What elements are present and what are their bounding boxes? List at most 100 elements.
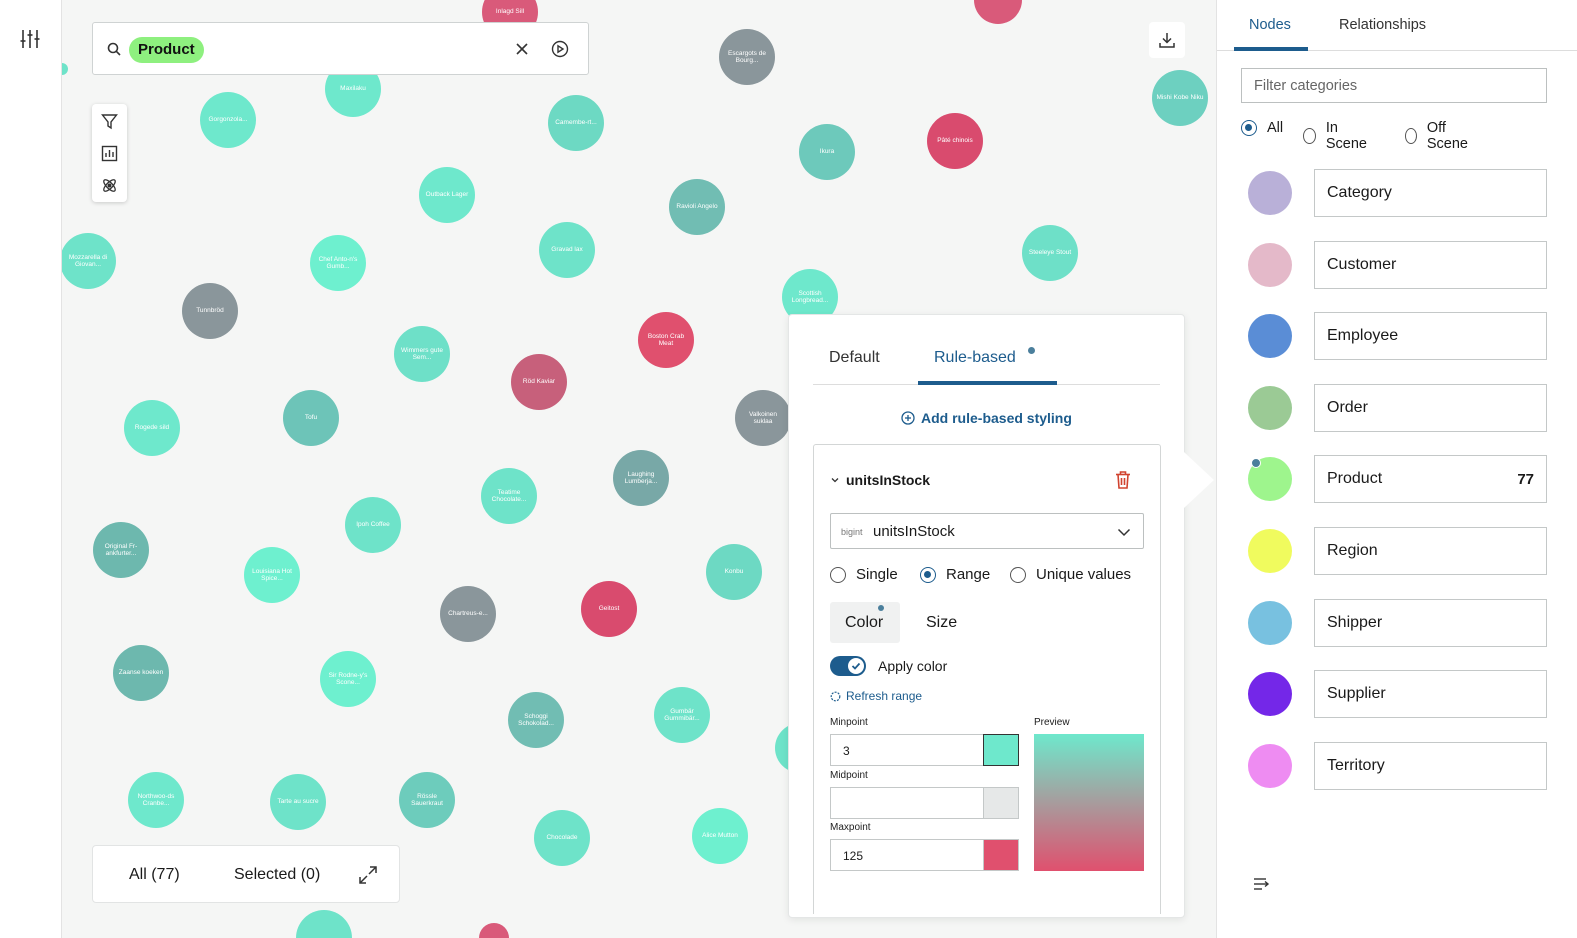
- filter-icon[interactable]: [101, 113, 118, 130]
- category-label-box[interactable]: Region: [1314, 527, 1547, 575]
- category-row[interactable]: Region: [1241, 527, 1547, 575]
- graph-node[interactable]: Geitost: [581, 581, 637, 637]
- refresh-range-button[interactable]: Refresh range: [830, 689, 922, 703]
- graph-node[interactable]: Ikura: [799, 124, 855, 180]
- category-row[interactable]: Shipper: [1241, 598, 1547, 647]
- graph-node[interactable]: Schoggi Schokolad...: [508, 692, 564, 748]
- all-count-button[interactable]: All (77): [129, 866, 180, 883]
- graph-node[interactable]: Tofu: [283, 390, 339, 446]
- graph-node[interactable]: Louisiana Hot Spice...: [244, 547, 300, 603]
- category-row[interactable]: Order: [1241, 383, 1547, 432]
- graph-node[interactable]: Alice Mutton: [692, 808, 748, 864]
- graph-node[interactable]: Ravioli Angelo: [669, 179, 725, 235]
- minpoint-input[interactable]: 3: [830, 734, 984, 766]
- category-label-box[interactable]: Category: [1314, 169, 1547, 217]
- graph-node[interactable]: Chef Anto-n's Gumb...: [310, 235, 366, 291]
- tab-relationships[interactable]: Relationships: [1339, 17, 1427, 33]
- selected-count-button[interactable]: Selected (0): [234, 866, 321, 883]
- graph-node[interactable]: Laughing Lumberja...: [613, 450, 669, 506]
- graph-node[interactable]: Chocolade: [534, 810, 590, 866]
- graph-node[interactable]: Zaanse koeken: [113, 645, 169, 701]
- sliders-icon[interactable]: [19, 28, 41, 50]
- category-row[interactable]: Territory: [1241, 741, 1547, 790]
- midpoint-color-swatch[interactable]: [983, 787, 1019, 819]
- category-label-box[interactable]: Shipper: [1314, 598, 1547, 647]
- graph-node[interactable]: Chartreus-e...: [440, 586, 496, 642]
- graph-node[interactable]: Röd Kaviar: [511, 354, 567, 410]
- tab-rule-based[interactable]: Rule-based: [934, 349, 1016, 366]
- graph-node[interactable]: Ipoh Coffee: [345, 497, 401, 553]
- graph-node[interactable]: Outback Lager: [419, 167, 475, 223]
- category-label-box[interactable]: Order: [1314, 383, 1547, 432]
- category-color-dot[interactable]: [1248, 600, 1292, 645]
- graph-node[interactable]: Mozzarella di Giovan...: [62, 233, 116, 289]
- graph-node[interactable]: Valkoinen suklaa: [735, 390, 791, 446]
- category-label-box[interactable]: Supplier: [1314, 670, 1547, 719]
- graph-canvas[interactable]: Inlagd Sill Escargots de Bourg... Maxilaku…: [62, 0, 1224, 938]
- graph-node[interactable]: Teatime Chocolate...: [481, 468, 537, 524]
- category-label-box[interactable]: Customer: [1314, 240, 1547, 289]
- maxpoint-input[interactable]: 125: [830, 839, 984, 871]
- category-color-dot[interactable]: [1248, 529, 1292, 573]
- property-select[interactable]: bigint unitsInStock: [830, 513, 1144, 549]
- category-color-dot[interactable]: [1248, 242, 1292, 287]
- scope-in-scene[interactable]: In Scene: [1303, 120, 1370, 152]
- search-chip[interactable]: Product: [129, 37, 204, 63]
- graph-node[interactable]: Tunnbröd: [182, 283, 238, 339]
- trash-icon[interactable]: [1114, 470, 1132, 490]
- atom-icon[interactable]: [101, 177, 118, 194]
- graph-node[interactable]: Escargots de Bourg...: [719, 29, 775, 85]
- search-bar[interactable]: Product: [92, 22, 589, 75]
- subtab-color[interactable]: Color: [830, 602, 900, 643]
- graph-node[interactable]: Gumbär Gummibär...: [654, 687, 710, 743]
- close-icon[interactable]: [515, 42, 529, 56]
- mode-unique-values[interactable]: Unique values: [1010, 566, 1131, 583]
- graph-node[interactable]: Rogede sild: [124, 400, 180, 456]
- graph-node[interactable]: Tarte au sucre: [270, 774, 326, 830]
- category-row[interactable]: Category: [1241, 169, 1547, 217]
- tab-default[interactable]: Default: [829, 349, 880, 366]
- category-row[interactable]: Customer: [1241, 240, 1547, 289]
- graph-node[interactable]: Rössle Sauerkraut: [399, 772, 455, 828]
- category-row[interactable]: Employee: [1241, 312, 1547, 361]
- minpoint-color-swatch[interactable]: [983, 734, 1019, 766]
- rule-header[interactable]: unitsInStock: [830, 472, 930, 488]
- filter-categories-input[interactable]: Filter categories: [1241, 68, 1547, 103]
- maxpoint-color-swatch[interactable]: [983, 839, 1019, 871]
- category-color-dot[interactable]: [1248, 672, 1292, 717]
- category-color-dot[interactable]: [1248, 171, 1292, 215]
- graph-node[interactable]: Mishi Kobe Niku: [1152, 70, 1208, 126]
- add-rule-button[interactable]: Add rule-based styling: [901, 410, 1072, 426]
- graph-node[interactable]: [296, 910, 352, 938]
- graph-node[interactable]: Boston Crab Meat: [638, 312, 694, 368]
- category-color-dot[interactable]: [1248, 743, 1292, 788]
- category-row[interactable]: Product 77: [1241, 455, 1547, 504]
- graph-node[interactable]: [479, 923, 509, 938]
- midpoint-input[interactable]: [830, 787, 984, 819]
- graph-node[interactable]: Wimmers gute Sem...: [394, 326, 450, 382]
- apply-color-toggle[interactable]: [830, 656, 866, 676]
- category-label-box[interactable]: Territory: [1314, 741, 1547, 790]
- subtab-size[interactable]: Size: [926, 614, 958, 631]
- category-color-dot[interactable]: [1248, 385, 1292, 430]
- graph-node[interactable]: Gravad lax: [539, 222, 595, 278]
- graph-node[interactable]: Sir Rodne-y's Scone...: [320, 651, 376, 707]
- graph-node[interactable]: Northwoo-ds Cranbe...: [128, 772, 184, 828]
- download-button[interactable]: [1149, 22, 1185, 58]
- category-label-box[interactable]: Product 77: [1314, 455, 1547, 504]
- graph-node[interactable]: Konbu: [706, 544, 762, 600]
- graph-node[interactable]: [974, 0, 1022, 24]
- tab-nodes[interactable]: Nodes: [1249, 17, 1291, 33]
- scope-all[interactable]: All: [1241, 120, 1283, 136]
- graph-node[interactable]: Camembe-rt...: [548, 95, 604, 151]
- expand-icon[interactable]: [358, 865, 378, 885]
- play-icon[interactable]: [551, 40, 569, 58]
- collapse-icon[interactable]: [1253, 876, 1271, 892]
- chart-icon[interactable]: [101, 145, 118, 162]
- graph-node[interactable]: [62, 63, 68, 75]
- graph-node[interactable]: Steeleye Stout: [1022, 225, 1078, 281]
- graph-node[interactable]: Pâté chinois: [927, 113, 983, 169]
- graph-node[interactable]: Gorgonzola...: [200, 92, 256, 148]
- mode-range[interactable]: Range: [920, 566, 990, 583]
- scope-off-scene[interactable]: Off Scene: [1405, 120, 1472, 152]
